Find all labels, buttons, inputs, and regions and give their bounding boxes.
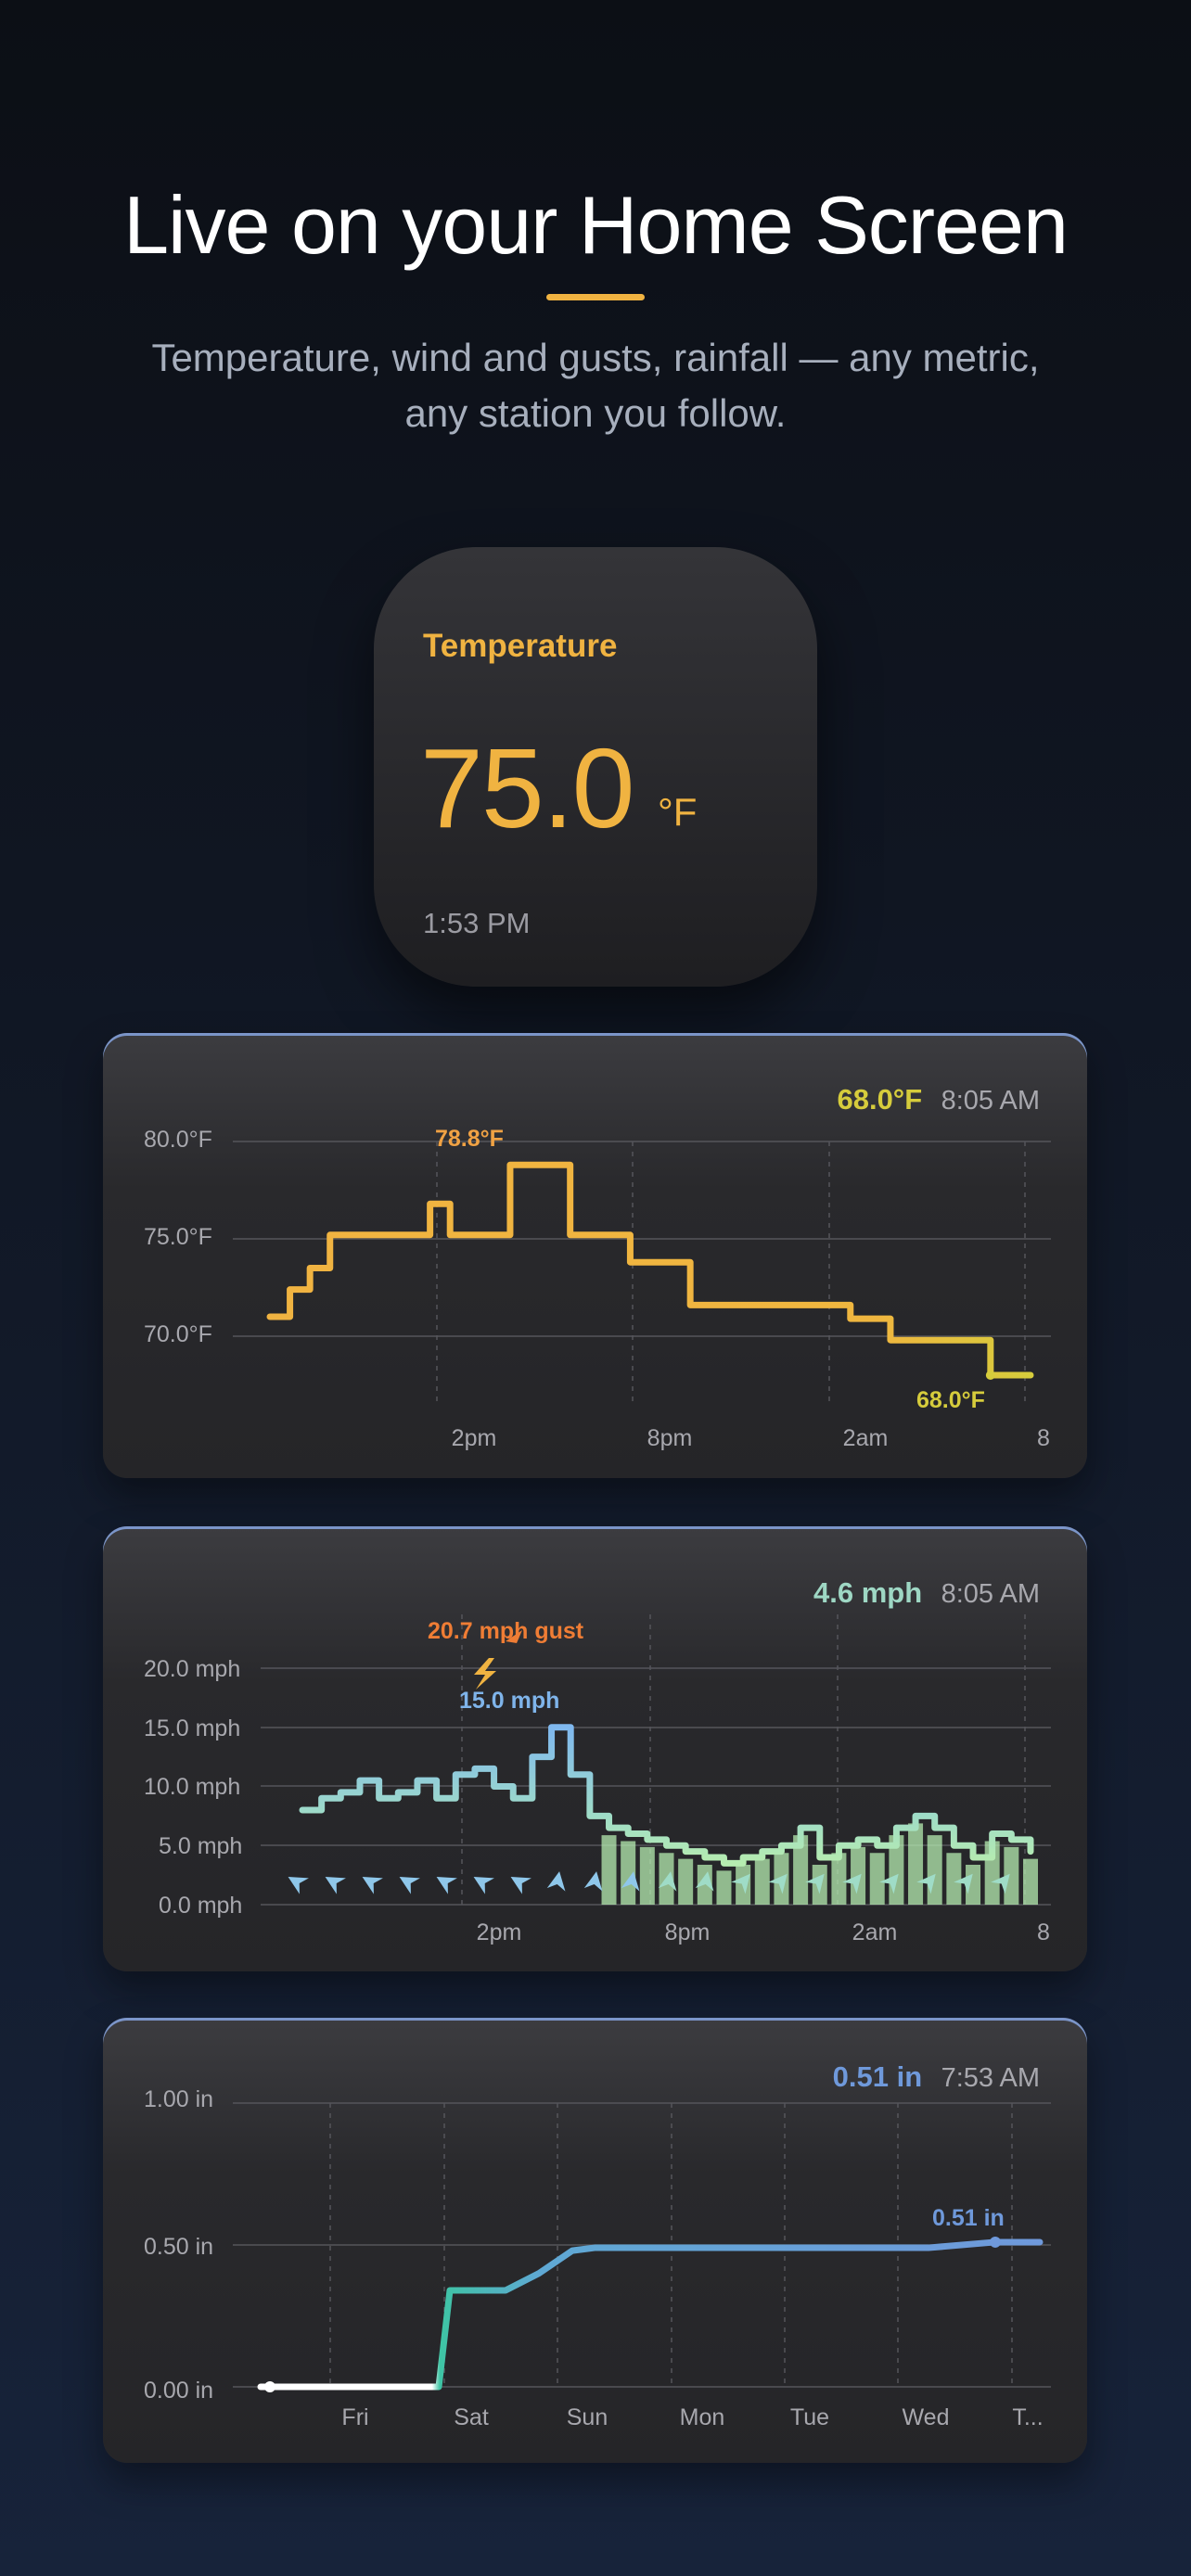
wind-bar	[966, 1865, 981, 1905]
current-value: 0.51 in	[833, 2060, 923, 2093]
wind-bar	[716, 1870, 732, 1905]
widget-unit: °F	[658, 790, 698, 834]
x-tick-label: Tue	[790, 2404, 829, 2430]
wind-direction-icon	[768, 1873, 788, 1894]
y-tick-label: 0.0 mph	[159, 1893, 242, 1919]
wind-bar	[601, 1835, 617, 1905]
x-tick-label: 2pm	[452, 1425, 497, 1451]
x-tick-label: 2am	[843, 1425, 889, 1451]
wind-bar	[908, 1823, 924, 1905]
wind-direction-icon	[695, 1871, 714, 1892]
wind-direction-icon	[546, 1871, 566, 1892]
lightning-icon	[474, 1658, 496, 1690]
x-tick-label: Mon	[680, 2404, 725, 2430]
rainfall-series-line	[257, 2238, 1044, 2391]
wind-direction-icon	[325, 1877, 346, 1894]
wind-bar	[793, 1835, 809, 1905]
x-tick-label: 8pm	[665, 1919, 711, 1945]
y-tick-label: 0.00 in	[144, 2378, 213, 2404]
wind-speed-series-line	[299, 1724, 1034, 1867]
title-accent-bar	[546, 294, 645, 300]
wind-direction-icon	[916, 1873, 936, 1894]
x-tick-label: 8pm	[647, 1425, 693, 1451]
end-value-label: 0.51 in	[932, 2205, 1005, 2231]
y-tick-label: 10.0 mph	[144, 1774, 240, 1800]
x-tick-label: 2pm	[477, 1919, 522, 1945]
wind-bar	[831, 1853, 847, 1905]
current-time: 8:05 AM	[941, 1086, 1040, 1116]
gust-label: 20.7 mph gust	[428, 1618, 584, 1644]
wind-direction-icon	[399, 1877, 420, 1894]
wind-direction-icon	[842, 1873, 862, 1894]
temperature-chart-widget[interactable]: 80.0°F 75.0°F 70.0°F 2pm 8pm 2am 8 78.8°…	[103, 1033, 1087, 1478]
wind-chart-widget[interactable]: 20.0 mph 15.0 mph 10.0 mph 5.0 mph 0.0 m…	[103, 1526, 1087, 1971]
wind-direction-icon	[436, 1877, 457, 1894]
page-title: Live on your Home Screen	[123, 179, 1069, 271]
x-tick-label: Wed	[903, 2404, 950, 2430]
rainfall-chart: 1.00 in 0.50 in 0.00 in Fri Sat Sun Mon …	[144, 2060, 1051, 2430]
wind-direction-icon	[991, 1873, 1010, 1894]
x-tick-label: 8	[1037, 1919, 1050, 1945]
peak-wind-label: 15.0 mph	[459, 1688, 559, 1714]
page-subtitle: Temperature, wind and gusts, rainfall — …	[151, 336, 1040, 435]
wind-bar	[754, 1858, 770, 1905]
y-tick-label: 5.0 mph	[159, 1833, 242, 1859]
wind-direction-icon	[510, 1877, 531, 1894]
wind-bar	[639, 1846, 655, 1905]
y-tick-label: 1.00 in	[144, 2086, 213, 2112]
wind-bar	[927, 1835, 942, 1905]
wind-bar	[1004, 1846, 1019, 1905]
rainfall-chart-widget[interactable]: 1.00 in 0.50 in 0.00 in Fri Sat Sun Mon …	[103, 2018, 1087, 2463]
current-value: 4.6 mph	[813, 1576, 922, 1609]
x-tick-label: T...	[1012, 2404, 1043, 2430]
wind-direction-icon	[583, 1871, 603, 1892]
x-tick-label: 2am	[852, 1919, 898, 1945]
widget-current-value: 75.0	[420, 725, 634, 851]
temperature-small-widget[interactable]: Temperature 75.0 °F 1:53 PM	[374, 547, 817, 987]
gust-arrow-icon	[506, 1630, 522, 1643]
wind-bar	[1023, 1858, 1038, 1905]
x-tick-label: Sat	[454, 2404, 489, 2430]
wind-direction-icon	[288, 1877, 309, 1894]
y-tick-label: 80.0°F	[144, 1127, 212, 1153]
wind-bar	[678, 1858, 694, 1905]
widget-timestamp: 1:53 PM	[423, 907, 531, 939]
y-tick-label: 20.0 mph	[144, 1656, 240, 1682]
y-tick-label: 15.0 mph	[144, 1715, 240, 1741]
wind-bar	[621, 1841, 636, 1905]
wind-direction-icon	[954, 1873, 973, 1894]
header-readout: 4.6 mph 8:05 AM	[813, 1576, 1040, 1609]
y-tick-label: 75.0°F	[144, 1224, 212, 1250]
min-marker	[985, 1371, 995, 1380]
y-tick-label: 0.50 in	[144, 2234, 213, 2260]
header-readout: 68.0°F 8:05 AM	[837, 1083, 1040, 1116]
y-tick-label: 70.0°F	[144, 1321, 212, 1347]
header-readout: 0.51 in 7:53 AM	[833, 2060, 1040, 2093]
widget-metric-label: Temperature	[423, 628, 618, 664]
wind-chart: 20.0 mph 15.0 mph 10.0 mph 5.0 mph 0.0 m…	[144, 1576, 1051, 1945]
wind-direction-icon	[879, 1873, 899, 1894]
wind-bar	[946, 1853, 962, 1905]
wind-direction-icon	[658, 1871, 677, 1892]
max-value-label: 78.8°F	[435, 1126, 504, 1152]
wind-direction-icon	[731, 1873, 750, 1894]
wind-bar	[869, 1853, 885, 1905]
min-value-label: 68.0°F	[916, 1387, 985, 1413]
x-tick-label: 8	[1037, 1425, 1050, 1451]
wind-direction-icon	[621, 1871, 640, 1892]
start-marker	[264, 2381, 275, 2392]
wind-direction-icon	[805, 1873, 825, 1894]
wind-direction-icon	[362, 1877, 383, 1894]
current-value: 68.0°F	[837, 1083, 922, 1116]
current-time: 8:05 AM	[941, 1579, 1040, 1609]
wind-direction-icon	[473, 1877, 494, 1894]
temperature-series-line	[266, 1161, 1034, 1379]
current-time: 7:53 AM	[941, 2063, 1040, 2093]
end-marker	[990, 2236, 1001, 2248]
x-tick-label: Fri	[341, 2404, 368, 2430]
x-tick-label: Sun	[567, 2404, 608, 2430]
temperature-chart: 80.0°F 75.0°F 70.0°F 2pm 8pm 2am 8 78.8°…	[144, 1083, 1051, 1451]
